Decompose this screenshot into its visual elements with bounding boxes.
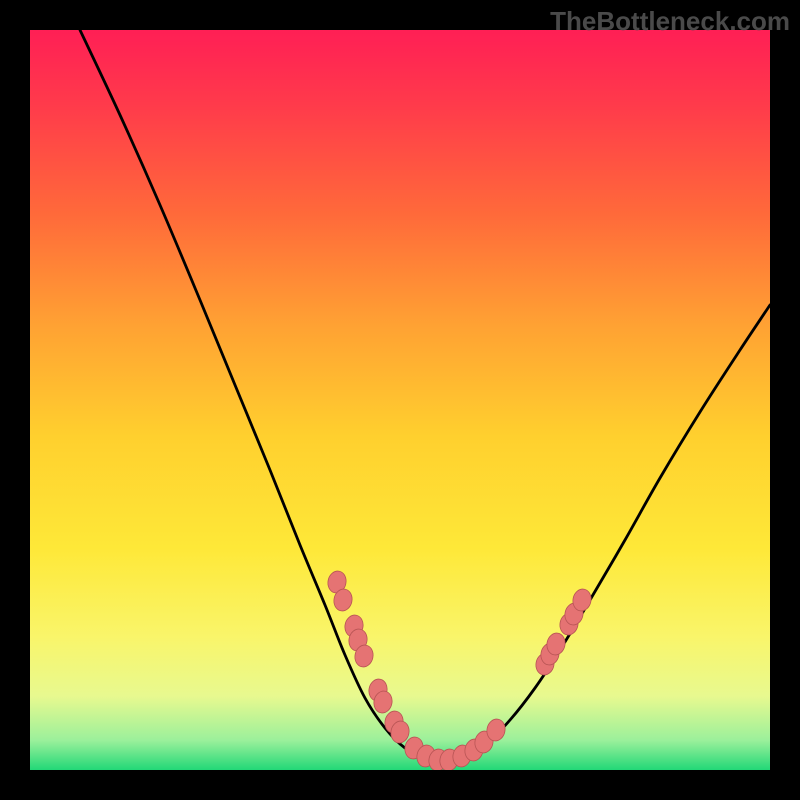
watermark-text: TheBottleneck.com [550, 6, 790, 37]
bottleneck-chart [0, 0, 800, 800]
gradient-plot-area [30, 30, 770, 770]
